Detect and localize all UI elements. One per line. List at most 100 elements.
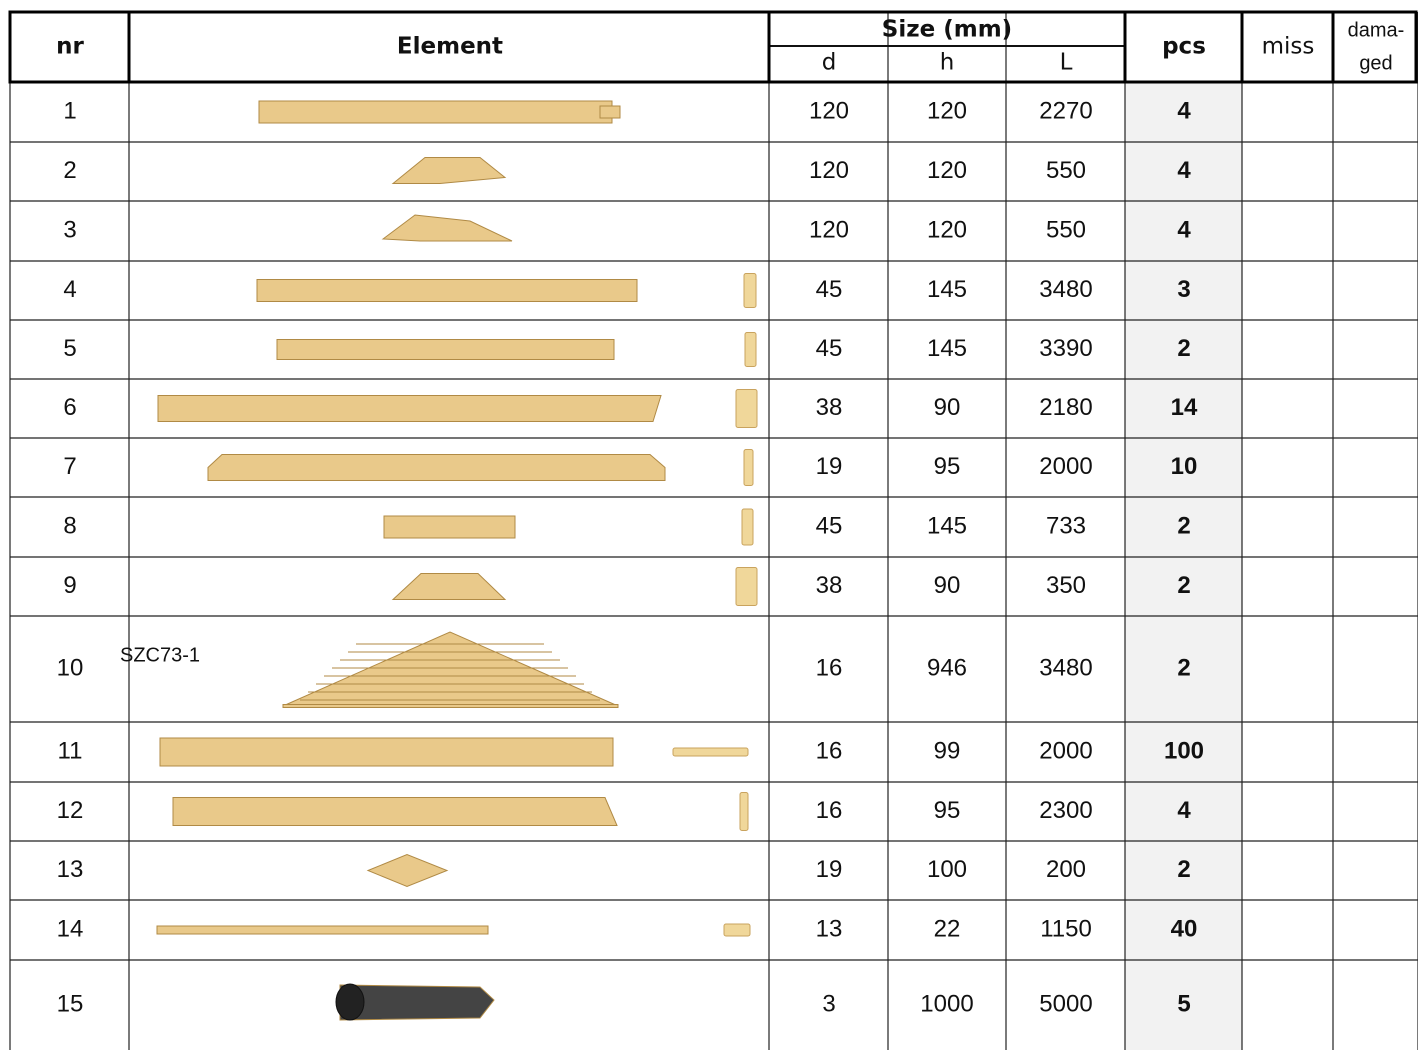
wood-profile — [740, 793, 748, 831]
wood-piece — [158, 396, 661, 422]
cell-pcs: 40 — [1171, 915, 1198, 942]
cell-nr: 10 — [57, 654, 84, 681]
cell-d: 45 — [816, 276, 843, 303]
wood-board — [277, 340, 614, 360]
cell-h: 120 — [927, 97, 967, 124]
cell-pcs: 2 — [1177, 572, 1190, 599]
cell-l: 5000 — [1039, 990, 1092, 1017]
cell-d: 16 — [816, 654, 843, 681]
cell-l: 550 — [1046, 216, 1086, 243]
wood-board — [384, 516, 515, 538]
header-element: Element — [397, 34, 503, 60]
cell-d: 38 — [816, 572, 843, 599]
cell-h: 100 — [927, 856, 967, 883]
cell-pcs: 10 — [1171, 453, 1198, 480]
cell-d: 3 — [822, 990, 835, 1017]
header-pcs: pcs — [1162, 34, 1206, 60]
cell-d: 16 — [816, 737, 843, 764]
cell-pcs: 14 — [1171, 394, 1198, 421]
cell-d: 16 — [816, 797, 843, 824]
cell-nr: 15 — [57, 990, 84, 1017]
cell-pcs: 2 — [1177, 335, 1190, 362]
cell-d: 38 — [816, 394, 843, 421]
cell-nr: 14 — [57, 915, 84, 942]
cell-d: 45 — [816, 335, 843, 362]
cell-h: 145 — [927, 335, 967, 362]
cell-pcs: 3 — [1177, 276, 1190, 303]
cell-pcs: 4 — [1177, 97, 1191, 124]
wood-board — [600, 106, 620, 118]
wood-piece — [393, 158, 505, 184]
cell-pcs: 2 — [1177, 512, 1190, 539]
cell-d: 19 — [816, 856, 843, 883]
header-miss: miss — [1262, 34, 1315, 60]
header-size: Size (mm) — [882, 17, 1012, 43]
cell-h: 946 — [927, 654, 967, 681]
wood-board — [160, 738, 613, 766]
wood-profile — [744, 274, 756, 308]
wood-piece — [368, 855, 447, 887]
cell-d: 19 — [816, 453, 843, 480]
wood-profile — [744, 450, 753, 486]
cell-h: 95 — [934, 453, 961, 480]
cell-h: 145 — [927, 512, 967, 539]
cell-l: 2300 — [1039, 797, 1092, 824]
cell-h: 120 — [927, 216, 967, 243]
header-l: L — [1060, 50, 1073, 76]
cell-l: 3390 — [1039, 335, 1092, 362]
cell-l: 1150 — [1040, 915, 1092, 942]
cell-d: 120 — [809, 157, 849, 184]
cell-nr: 5 — [63, 335, 76, 362]
cell-l: 3480 — [1039, 654, 1092, 681]
cell-pcs: 4 — [1177, 157, 1191, 184]
cell-l: 2270 — [1039, 97, 1092, 124]
wood-profile — [745, 333, 756, 367]
wood-piece — [383, 215, 512, 241]
cell-nr: 4 — [63, 276, 76, 303]
cell-nr: 2 — [63, 157, 76, 184]
cell-d: 13 — [816, 915, 843, 942]
cell-nr: 11 — [58, 737, 83, 764]
wood-piece — [173, 798, 617, 826]
cell-h: 99 — [934, 737, 961, 764]
cell-d: 45 — [816, 512, 843, 539]
cell-pcs: 4 — [1177, 216, 1191, 243]
cell-nr: 1 — [63, 97, 76, 124]
cell-l: 2000 — [1039, 737, 1092, 764]
cell-d: 120 — [809, 97, 849, 124]
cell-h: 120 — [927, 157, 967, 184]
wood-profile — [736, 568, 757, 606]
cell-h: 95 — [934, 797, 961, 824]
cell-nr: 9 — [63, 572, 76, 599]
wood-profile — [673, 748, 748, 756]
roll-end — [336, 984, 364, 1020]
parts-list: nr Element Size (mm) d h L pcs miss dama… — [0, 0, 1418, 1050]
cell-pcs: 5 — [1177, 990, 1190, 1017]
header-d: d — [822, 50, 837, 76]
wood-piece — [208, 455, 665, 481]
cell-h: 145 — [927, 276, 967, 303]
cell-nr: 12 — [57, 797, 84, 824]
cell-l: 200 — [1046, 856, 1086, 883]
element-label: SZC73-1 — [120, 644, 200, 666]
wood-board — [259, 101, 612, 123]
cell-nr: 6 — [63, 394, 76, 421]
wood-board — [157, 926, 488, 934]
cell-l: 2180 — [1039, 394, 1092, 421]
header-damaged: ged — [1359, 52, 1392, 74]
cell-pcs: 2 — [1177, 856, 1190, 883]
header-damaged: dama- — [1348, 19, 1405, 41]
cell-nr: 13 — [57, 856, 84, 883]
cell-pcs: 100 — [1164, 737, 1204, 764]
cell-pcs: 4 — [1177, 797, 1191, 824]
cell-nr: 8 — [63, 512, 76, 539]
wood-piece — [283, 632, 618, 706]
header-nr: nr — [56, 34, 84, 60]
element-images — [157, 101, 757, 1020]
wood-board — [283, 705, 618, 708]
cell-h: 90 — [934, 572, 961, 599]
wood-profile — [736, 390, 757, 428]
cell-l: 350 — [1046, 572, 1086, 599]
cell-l: 550 — [1046, 157, 1086, 184]
header-h: h — [940, 50, 955, 76]
